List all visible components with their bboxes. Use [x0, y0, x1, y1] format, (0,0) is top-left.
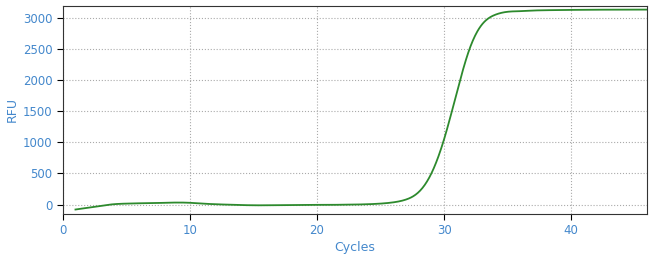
X-axis label: Cycles: Cycles — [335, 242, 375, 255]
Y-axis label: RFU: RFU — [6, 97, 18, 122]
